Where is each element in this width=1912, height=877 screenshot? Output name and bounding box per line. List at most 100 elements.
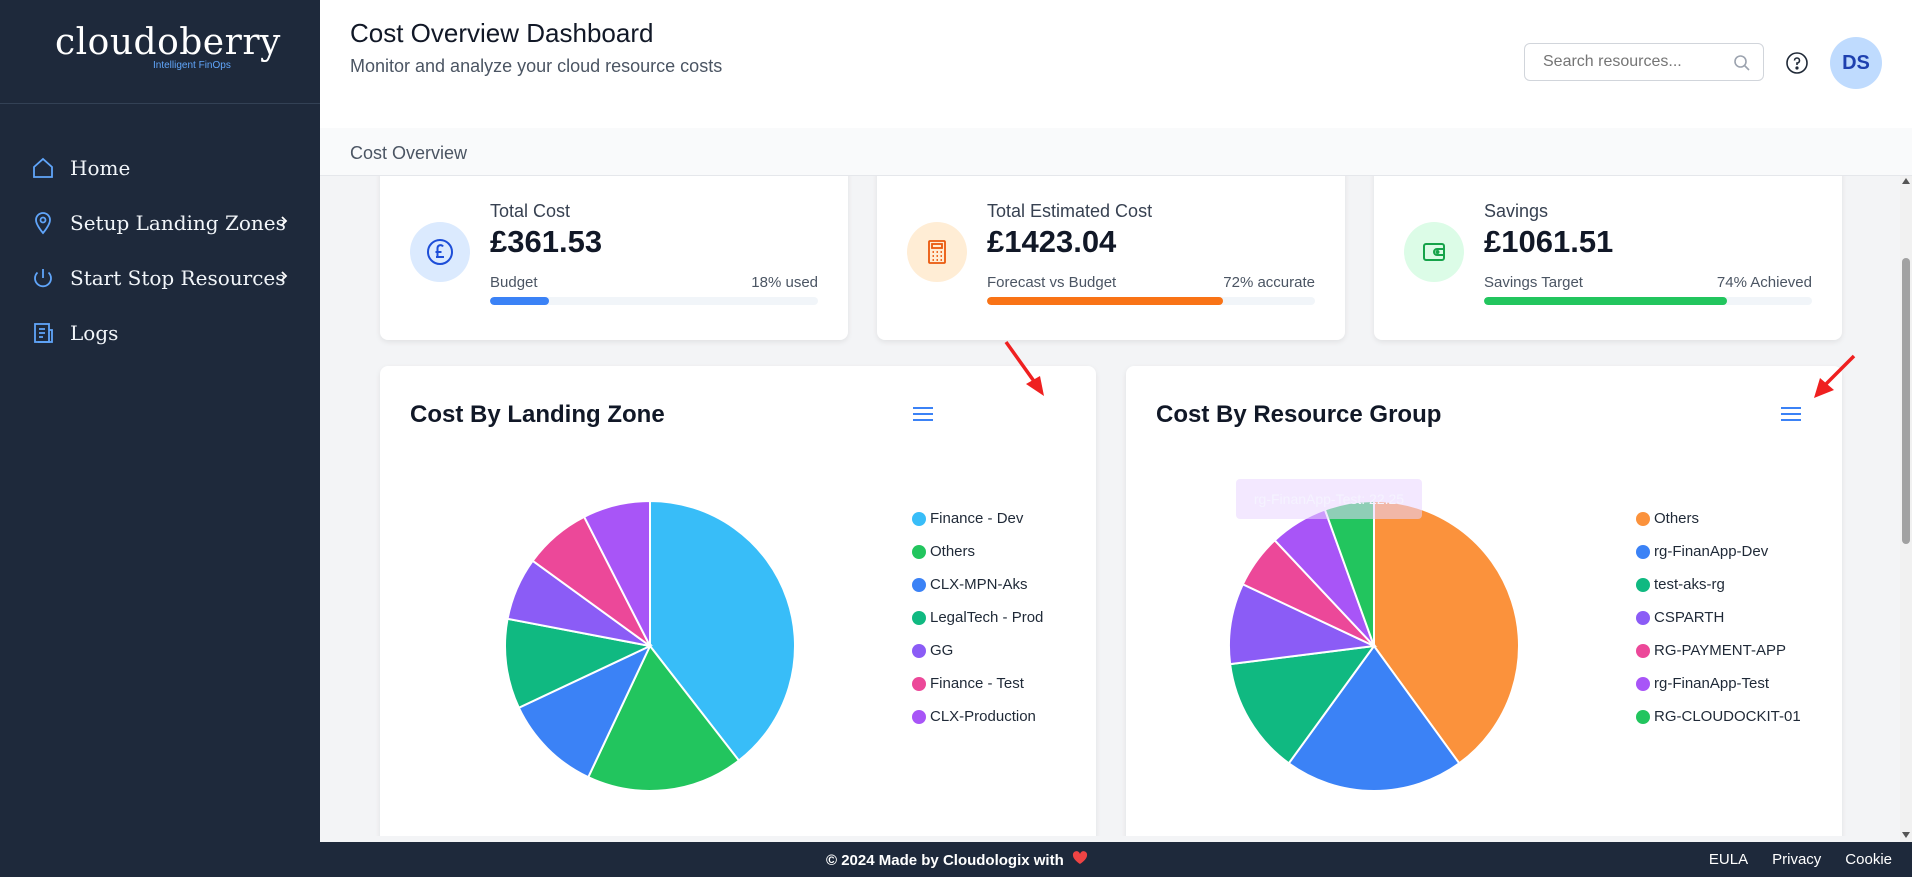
sidebar-item-home[interactable]: Home bbox=[0, 140, 320, 195]
legend-marker bbox=[1636, 709, 1650, 724]
help-icon[interactable] bbox=[1785, 51, 1809, 75]
legend-marker bbox=[912, 511, 926, 526]
sidebar-item-label: Home bbox=[70, 155, 131, 180]
legend-marker bbox=[1636, 544, 1650, 559]
avatar[interactable]: DS bbox=[1830, 37, 1882, 89]
scrollbar[interactable] bbox=[1900, 176, 1912, 842]
legend-item[interactable]: RG-PAYMENT-APP bbox=[1636, 634, 1801, 667]
search-box[interactable] bbox=[1524, 43, 1764, 81]
pie-slice-clx-mpn-aks[interactable] bbox=[517, 643, 653, 779]
chevron-right-icon bbox=[274, 211, 294, 231]
chart-tooltip: rg-FinanApp-Test: 22.25 bbox=[1236, 479, 1422, 519]
legend-label: Others bbox=[1654, 510, 1700, 527]
legend-item[interactable]: CSPARTH bbox=[1636, 601, 1801, 634]
legend-item[interactable]: test-aks-rg bbox=[1636, 568, 1801, 601]
legend-item[interactable]: CLX-MPN-Aks bbox=[912, 568, 1043, 601]
stat-label: Total Cost bbox=[490, 201, 571, 221]
pie-slice-clx-production[interactable] bbox=[582, 499, 651, 647]
brand-logo[interactable]: cloudoberry bbox=[55, 22, 281, 63]
legend-marker bbox=[1636, 643, 1650, 658]
home-icon bbox=[30, 155, 56, 181]
legend-item[interactable]: rg-FinanApp-Dev bbox=[1636, 535, 1801, 568]
footer-copyright-text: © 2024 Made by Cloudologix with bbox=[826, 851, 1064, 869]
legend-marker bbox=[912, 643, 926, 658]
legend-item[interactable]: GG bbox=[912, 634, 1043, 667]
footer: © 2024 Made by Cloudologix with EULA Pri… bbox=[0, 842, 1912, 877]
legend-item[interactable]: Finance - Test bbox=[912, 667, 1043, 700]
legend-item[interactable]: Finance - Dev bbox=[912, 502, 1043, 535]
legend-item[interactable]: rg-FinanApp-Test bbox=[1636, 667, 1801, 700]
sidebar: cloudoberry Intelligent FinOps Home Setu… bbox=[0, 0, 320, 842]
pie-slice-others[interactable] bbox=[586, 644, 741, 792]
legend-marker bbox=[1636, 610, 1650, 625]
power-icon bbox=[30, 265, 56, 291]
breadcrumb: Cost Overview bbox=[350, 143, 468, 163]
chart-card-resource-group: Cost By Resource Group Others rg-FinanApp… bbox=[1126, 366, 1842, 836]
stat-label: Total Estimated Cost bbox=[987, 201, 1153, 221]
brand-tagline: Intelligent FinOps bbox=[153, 60, 231, 71]
progress-bar bbox=[490, 297, 818, 305]
heart-icon bbox=[1072, 851, 1088, 869]
legend-marker bbox=[912, 544, 926, 559]
progress-fill bbox=[1484, 297, 1727, 305]
legend-label: rg-FinanApp-Test bbox=[1654, 675, 1770, 692]
legend-marker bbox=[1636, 577, 1650, 592]
legend-marker bbox=[1636, 511, 1650, 526]
legend-item[interactable]: CLX-Production bbox=[912, 700, 1043, 733]
pie-slice-test-aks-rg[interactable] bbox=[1229, 644, 1377, 765]
sidebar-item-logs[interactable]: Logs bbox=[0, 305, 320, 360]
footer-link-cookie[interactable]: Cookie bbox=[1845, 851, 1892, 868]
stat-percent: 74% Achieved bbox=[1716, 274, 1812, 291]
chart-card-landing-zone: Cost By Landing Zone Finance - Dev Others… bbox=[380, 366, 1096, 836]
sidebar-item-label: Start Stop Resources bbox=[70, 265, 286, 290]
pie-chart bbox=[1228, 499, 1520, 792]
footer-link-privacy[interactable]: Privacy bbox=[1772, 851, 1822, 868]
sidebar-item-setup-landing-zones[interactable]: Setup Landing Zones bbox=[0, 195, 320, 250]
chevron-right-icon bbox=[274, 266, 294, 286]
scroll-down-arrow[interactable] bbox=[1902, 832, 1910, 838]
chart-title: Cost By Landing Zone bbox=[410, 401, 665, 428]
legend-label: RG-PAYMENT-APP bbox=[1654, 642, 1786, 659]
legend-marker bbox=[912, 676, 926, 691]
pie-slice-rg-finanapp-dev[interactable] bbox=[1287, 644, 1461, 792]
main-content: Total Cost £361.53 Budget 18% used Total… bbox=[320, 176, 1900, 836]
search-icon[interactable] bbox=[1733, 54, 1751, 72]
calculator-icon bbox=[907, 222, 967, 282]
legend-marker bbox=[1636, 676, 1650, 691]
pie-slice-csparth[interactable] bbox=[1228, 582, 1378, 666]
search-input[interactable] bbox=[1543, 53, 1723, 71]
legend-label: CLX-Production bbox=[930, 708, 1036, 725]
progress-bar bbox=[1484, 297, 1812, 305]
brand: cloudoberry Intelligent FinOps bbox=[0, 0, 320, 104]
pie-slice-legaltech-prod[interactable] bbox=[504, 617, 654, 710]
menu-icon[interactable] bbox=[911, 404, 935, 424]
pie-slice-finance-dev[interactable] bbox=[649, 499, 796, 762]
scroll-up-arrow[interactable] bbox=[1902, 178, 1910, 184]
legend-item[interactable]: Others bbox=[912, 535, 1043, 568]
legend-label: test-aks-rg bbox=[1654, 576, 1725, 593]
page-title: Cost Overview Dashboard bbox=[350, 18, 654, 48]
annotation-arrow bbox=[1004, 340, 1044, 396]
legend-item[interactable]: LegalTech - Prod bbox=[912, 601, 1043, 634]
progress-fill bbox=[490, 297, 550, 305]
page-subtitle: Monitor and analyze your cloud resource … bbox=[350, 56, 723, 76]
sidebar-item-start-stop-resources[interactable]: Start Stop Resources bbox=[0, 250, 320, 305]
stat-card-total-cost: Total Cost £361.53 Budget 18% used bbox=[380, 176, 848, 340]
stat-sub-label: Forecast vs Budget bbox=[987, 274, 1117, 291]
stat-value: £1061.51 bbox=[1484, 224, 1614, 259]
wallet-icon bbox=[1404, 222, 1464, 282]
progress-bar bbox=[987, 297, 1315, 305]
legend-label: CSPARTH bbox=[1654, 609, 1725, 626]
pound-icon bbox=[410, 222, 470, 282]
progress-fill bbox=[987, 297, 1224, 305]
legend-label: LegalTech - Prod bbox=[930, 609, 1044, 626]
footer-link-eula[interactable]: EULA bbox=[1708, 851, 1749, 868]
location-pin-icon bbox=[30, 210, 56, 236]
footer-copyright: © 2024 Made by Cloudologix with bbox=[826, 851, 1088, 869]
scroll-thumb[interactable] bbox=[1902, 258, 1910, 544]
page-header: Cost Overview Dashboard Monitor and anal… bbox=[320, 0, 1912, 128]
legend-item[interactable]: RG-CLOUDOCKIT-01 bbox=[1636, 700, 1801, 733]
legend-item[interactable]: Others bbox=[1636, 502, 1801, 535]
legend-marker bbox=[912, 610, 926, 625]
menu-icon[interactable] bbox=[1779, 404, 1803, 424]
